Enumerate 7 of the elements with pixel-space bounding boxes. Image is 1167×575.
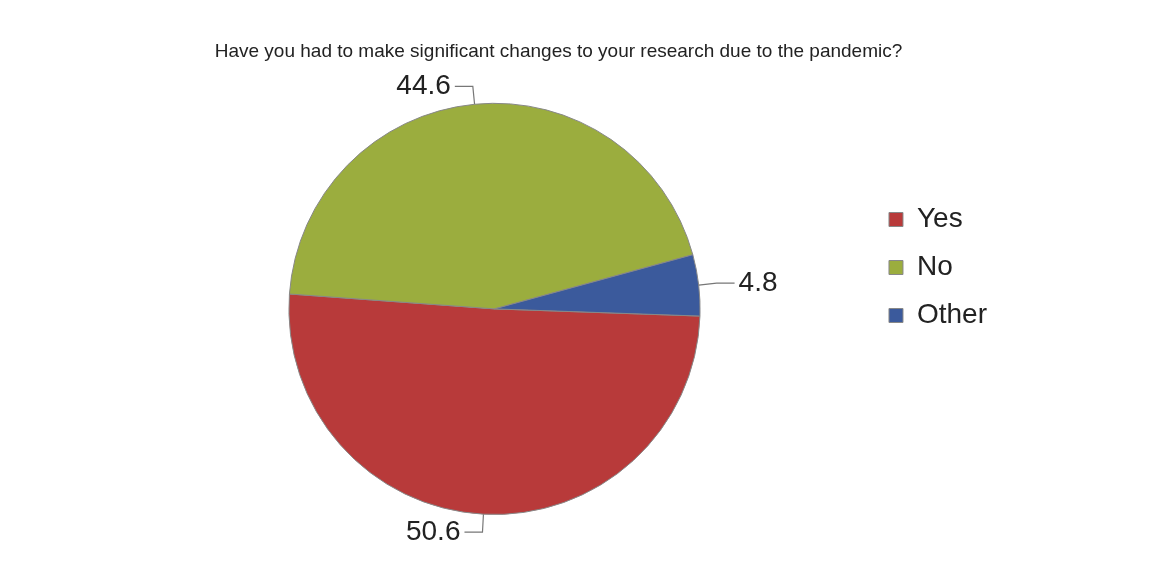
data-label: 44.6 [396,69,451,101]
data-label: 50.6 [405,514,461,546]
data-label: 4.8 [738,265,778,297]
legend-label: Other [916,298,987,330]
legend-label: Yes [916,202,963,234]
chart-title: Have you had to make significant changes to your research due to the pandemic? [214,39,903,61]
legend-label: No [916,250,953,282]
